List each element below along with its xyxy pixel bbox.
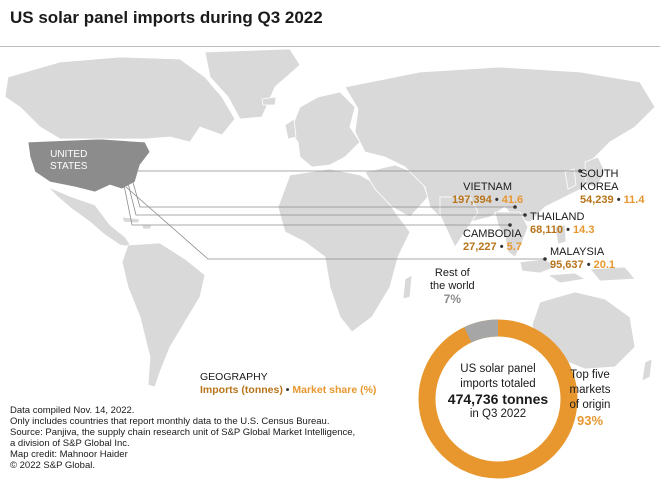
- us-label-line1: UNITED: [50, 149, 88, 160]
- india: [439, 196, 479, 248]
- rest-line1: Rest of: [434, 267, 470, 279]
- south-america: [121, 242, 206, 388]
- footnote-line: Map credit: Mahnoor Haider: [10, 449, 128, 460]
- country-name: CAMBODIA: [463, 228, 522, 240]
- top5-line3: of origin: [569, 399, 611, 411]
- share-value: 20.1: [593, 259, 616, 271]
- madagascar: [402, 274, 413, 300]
- flow-line-thailand: [127, 182, 525, 216]
- land-masses: [4, 48, 656, 388]
- footnote-line: Source: Panjiva, the supply chain resear…: [10, 427, 356, 438]
- label-cambodia: CAMBODIA 27,227 • 5.7: [463, 228, 522, 254]
- country-name-line1: SOUTH: [580, 168, 619, 180]
- share-value: 11.4: [623, 194, 645, 206]
- flow-line-vietnam: [131, 178, 515, 208]
- donut-center-text: US solar panel imports totaled 474,736 t…: [428, 362, 568, 422]
- footnote-line: Data compiled Nov. 14, 2022.: [10, 405, 135, 416]
- flow-dots: [508, 169, 582, 261]
- label-thailand: THAILAND 68,110 • 14.3: [530, 211, 594, 237]
- footnote-line: © 2022 S&P Global.: [10, 460, 95, 471]
- flow-dot-vietnam: [513, 205, 517, 209]
- flow-dot-thailand: [523, 213, 527, 217]
- legend-separator: •: [285, 384, 290, 396]
- country-name: THAILAND: [530, 211, 585, 223]
- top5-line2: markets: [569, 384, 611, 396]
- flow-lines: [123, 170, 580, 260]
- flow-dot-south-korea: [578, 169, 582, 173]
- canada: [4, 56, 236, 143]
- flow-line-malaysia: [125, 186, 545, 260]
- indonesia: [519, 224, 636, 284]
- mexico: [47, 186, 133, 248]
- europe: [289, 91, 361, 168]
- footnotes: Data compiled Nov. 14, 2022. Only includ…: [10, 405, 355, 471]
- label-malaysia: MALAYSIA 95,637 • 20.1: [550, 246, 615, 272]
- korea-landmass: [564, 168, 577, 190]
- new-zealand: [641, 358, 653, 382]
- imports-value: 54,239: [580, 194, 614, 206]
- country-name: VIETNAM: [463, 181, 513, 193]
- imports-value: 95,637: [550, 259, 584, 271]
- donut-line1: US solar panel: [460, 363, 536, 375]
- country-name: MALAYSIA: [550, 246, 605, 258]
- top5-pct: 93%: [576, 413, 604, 428]
- donut-line2: imports totaled: [460, 378, 536, 390]
- separator: •: [616, 194, 621, 206]
- separator: •: [499, 241, 504, 253]
- top5-line1: Top five: [570, 369, 610, 381]
- flow-dot-malaysia: [543, 257, 547, 261]
- legend: Geography Imports (tonnes) • Market shar…: [200, 371, 376, 397]
- rest-line2: the world: [430, 280, 475, 292]
- share-value: 5.7: [506, 241, 522, 253]
- title-divider: [0, 46, 660, 47]
- us-label-line2: STATES: [50, 161, 88, 172]
- imports-value: 68,110: [530, 224, 564, 236]
- imports-value: 27,227: [463, 241, 497, 253]
- separator: •: [566, 224, 570, 236]
- rest-of-world-label: Rest of the world 7%: [430, 267, 475, 306]
- country-name-line2: KOREA: [580, 181, 619, 193]
- page-title: US solar panel imports during Q3 2022: [10, 8, 323, 27]
- united-states-shape: [27, 138, 151, 193]
- flow-dot-cambodia: [508, 223, 512, 227]
- imports-value: 197,394: [452, 194, 492, 206]
- separator: •: [586, 259, 591, 271]
- legend-imports: Imports (tonnes): [200, 384, 283, 396]
- flow-line-cambodia: [123, 184, 510, 226]
- se-asia: [494, 211, 529, 258]
- greenland: [204, 48, 301, 120]
- donut-chart: [418, 319, 578, 479]
- japan: [584, 156, 606, 188]
- legend-share: Market share (%): [292, 384, 377, 396]
- footnote-line: a division of S&P Global Inc.: [10, 438, 130, 449]
- share-value: 41.6: [501, 194, 524, 206]
- caribbean: [121, 216, 153, 230]
- rest-pct: 7%: [443, 292, 461, 306]
- us-label: UNITED STATES: [50, 149, 87, 173]
- footnote-line: Only includes countries that report mont…: [10, 416, 330, 427]
- legend-title: Geography: [200, 371, 268, 383]
- donut-rest-of-world: [464, 319, 499, 343]
- share-value: 14.3: [573, 224, 595, 236]
- donut-total: 474,736 tonnes: [447, 391, 549, 407]
- label-vietnam: VIETNAM 197,394 • 41.6: [452, 181, 523, 207]
- label-south-korea: SOUTH KOREA 54,239 • 11.4: [580, 168, 644, 207]
- donut-line4: in Q3 2022: [469, 408, 527, 420]
- top-five-label: Top five markets of origin 93%: [568, 368, 612, 428]
- separator: •: [494, 194, 499, 206]
- world-map: [4, 48, 656, 388]
- british-isles: [261, 96, 297, 140]
